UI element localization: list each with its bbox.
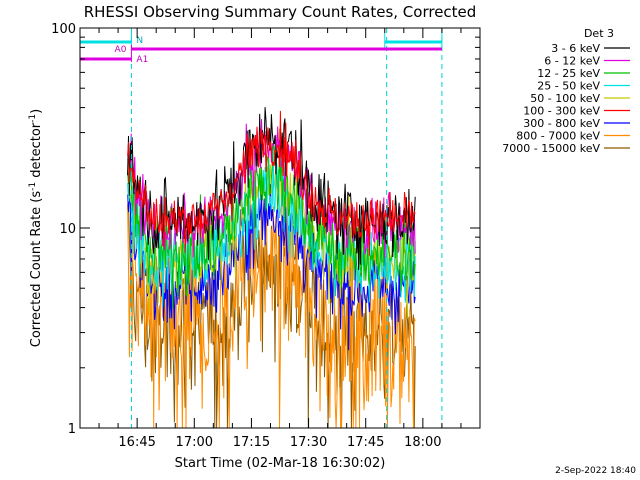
a0-label: A0 (115, 45, 127, 55)
series-line (127, 107, 416, 271)
series-line (127, 163, 416, 429)
x-tick-label: 17:30 (290, 435, 327, 450)
chart-title: RHESSI Observing Summary Count Rates, Co… (84, 3, 477, 21)
y-tick-label: 10 (59, 222, 76, 237)
series-line (127, 196, 416, 429)
legend-label: 800 - 7000 keV (516, 130, 600, 143)
x-axis-label: Start Time (02-Mar-18 16:30:02) (175, 456, 386, 471)
legend-label: 6 - 12 keV (544, 55, 600, 68)
night-label: N (136, 36, 143, 46)
x-tick-label: 18:00 (404, 435, 441, 450)
legend-label: 7000 - 15000 keV (502, 142, 600, 155)
series-line (127, 119, 416, 258)
series-line (127, 175, 416, 351)
timestamp: 2-Sep-2022 18:40 (555, 466, 636, 476)
y-axis-label: Corrected Count Rate (s-1 detector-1) (28, 109, 44, 347)
y-tick-label: 1 (68, 422, 76, 437)
legend-title: Det 3 (584, 27, 614, 40)
plot-area: N A0 A1 (79, 28, 443, 429)
legend-label: 12 - 25 keV (537, 67, 600, 80)
y-tick-label: 100 (51, 22, 76, 37)
x-tick-label: 17:45 (347, 435, 384, 450)
legend-label: 100 - 300 keV (523, 105, 600, 118)
series-line (127, 110, 416, 256)
x-tick-label: 17:00 (176, 435, 213, 450)
legend-label: 50 - 100 keV (530, 92, 600, 105)
x-tick-label: 17:15 (233, 435, 270, 450)
legend-label: 300 - 800 keV (523, 117, 600, 130)
x-axis-ticks: 16:45 17:00 17:15 17:30 17:45 18:00 (98, 28, 462, 450)
a1-label: A1 (136, 55, 148, 65)
legend-label: 25 - 50 keV (537, 80, 600, 93)
y-axis-ticks: 1 10 100 (51, 22, 480, 437)
legend-label: 3 - 6 keV (551, 42, 600, 55)
x-tick-label: 16:45 (118, 435, 155, 450)
